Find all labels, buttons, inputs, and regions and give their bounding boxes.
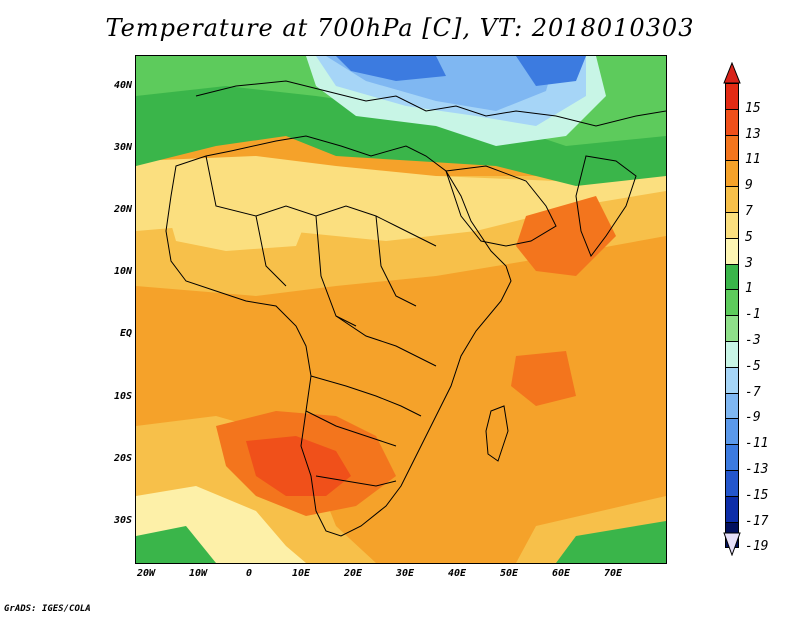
colorbar-cell [725,160,739,188]
border-2 [255,215,287,287]
border-3 [315,215,357,327]
lon-label-60e: 60E [551,568,571,579]
lon-label-0: 0 [245,568,253,579]
field-hot-southern-africa [246,436,351,496]
colorbar-cell [725,263,739,291]
europe-coastline [195,80,666,127]
colorbar-label: -3 [745,333,761,348]
colorbar-cell [725,418,739,446]
field-cold-dark-east [516,56,586,86]
colorbar-cell [725,108,739,136]
colorbar-label: 1 [745,281,753,297]
colorbar-label: -9 [745,410,761,426]
madagascar-coastline [485,405,509,462]
lat-label-10n: 10N [113,266,132,277]
colorbar-top-triangle [723,62,741,84]
colorbar-cell [725,186,739,213]
colorbar-cell [725,212,739,239]
border-6 [310,375,422,417]
colorbar-label: 5 [745,229,753,245]
lon-label-70e: 70E [603,568,623,579]
colorbar-label: 13 [745,126,761,142]
colorbar-label: -11 [745,436,769,452]
field-cold-dark [336,56,446,81]
colorbar-label: -19 [745,539,769,555]
lon-label-30e: 30E [395,568,415,579]
lon-label-20e: 20E [343,568,363,579]
field-green-se [556,521,666,563]
colorbar-label: -17 [745,513,769,529]
field-warm-indian-ocean [511,351,576,406]
colorbar-label: 15 [745,100,761,116]
lon-label-50e: 50E [499,568,519,579]
colorbar-bottom-triangle [723,532,741,556]
africa-coastline [165,135,512,537]
colorbar-cell [725,366,739,394]
border-8 [315,475,397,487]
field-light-green-sw [136,526,216,563]
lat-label-30n: 30N [113,142,132,153]
lat-label-10s: 10S [113,391,132,402]
colorbar-cell [725,495,739,523]
colorbar-label: -5 [745,358,761,374]
field-yellow-west-africa [166,201,306,251]
colorbar-label: 9 [745,178,753,194]
border-4 [375,215,417,307]
colorbar-label: 11 [745,152,761,168]
lon-label-10e: 10E [291,568,311,579]
lon-label-10w: 10W [188,568,208,579]
colorbar-cell [725,341,739,368]
lat-label-eq: EQ [119,328,132,339]
colorbar-cell [725,289,739,317]
grads-credit: GrADS: IGES/COLA [4,604,91,614]
colorbar-cell [725,444,739,471]
colorbar-cell [725,83,739,110]
border-7 [305,410,397,447]
colorbar-cell [725,315,739,342]
arabian-peninsula-coastline [445,165,557,247]
lat-label-20n: 20N [113,204,132,215]
lon-label-40e: 40E [447,568,467,579]
colorbar-cell [725,392,739,420]
colorbar-label: -1 [745,307,761,323]
colorbar-cell [725,470,739,497]
colorbar-label: -15 [745,487,769,503]
colorbar-label: 7 [745,204,753,219]
colorbar-cell [725,237,739,265]
map-area [135,55,667,564]
border-5 [335,315,437,367]
colorbar-label: -7 [745,384,761,400]
temperature-map [136,56,666,563]
border-1 [205,155,437,247]
colorbar-label: 3 [745,255,753,271]
india-coastline [575,155,637,258]
coastlines [165,80,666,537]
map-title: Temperature at 700hPa [C], VT: 201801030… [105,14,695,42]
lat-label-20s: 20S [113,453,132,464]
colorbar-cell [725,134,739,162]
lat-label-30s: 30S [113,515,132,526]
lat-label-40n: 40N [113,80,132,91]
colorbar-label: -13 [745,462,769,477]
lon-label-20w: 20W [136,568,156,579]
